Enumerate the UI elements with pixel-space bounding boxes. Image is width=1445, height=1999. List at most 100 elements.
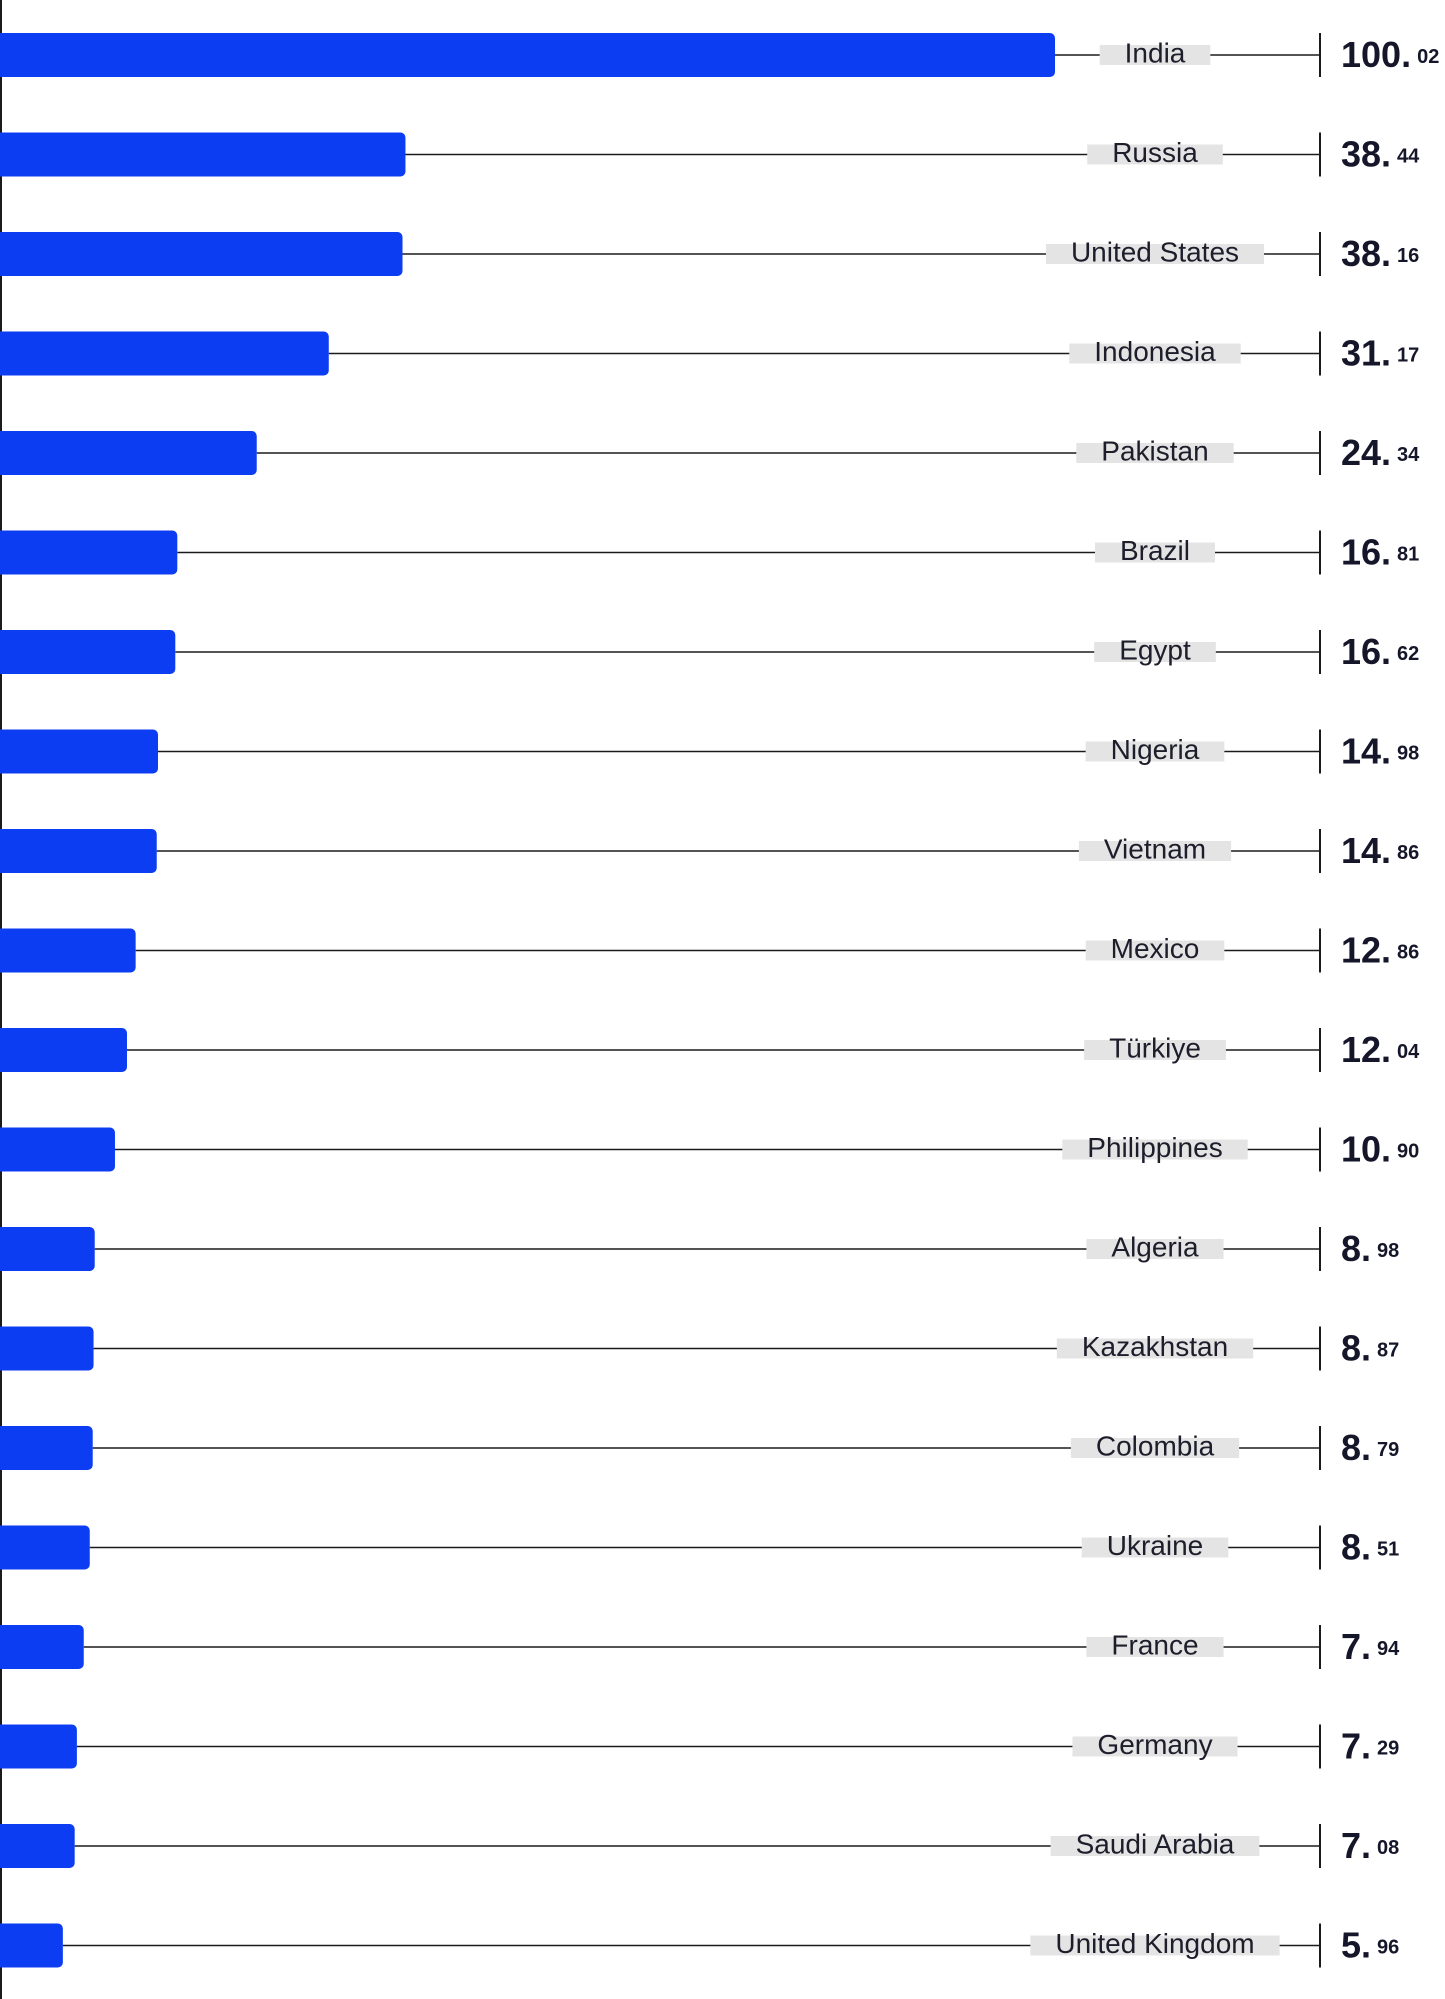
value-label-integer: 38.	[1341, 233, 1391, 274]
value-label-integer: 100.	[1341, 34, 1411, 75]
country-label: Ukraine	[1107, 1530, 1203, 1561]
country-label: Indonesia	[1094, 336, 1216, 367]
value-label-integer: 16.	[1341, 631, 1391, 672]
value-label: 8. 79	[1341, 1427, 1399, 1468]
country-label-background	[1030, 1935, 1280, 1956]
country-label: Türkiye	[1109, 1032, 1201, 1063]
country-label: Saudi Arabia	[1076, 1828, 1235, 1859]
value-label: 12. 04	[1341, 1029, 1420, 1070]
country-label-background	[1086, 1239, 1224, 1259]
value-label-decimal: 17	[1397, 345, 1419, 367]
value-label-integer: 7.	[1341, 1626, 1371, 1667]
bar	[0, 1724, 77, 1769]
bar	[0, 1923, 63, 1968]
value-label-integer: 12.	[1341, 930, 1391, 971]
country-label: Kazakhstan	[1082, 1331, 1228, 1362]
value-label-decimal: 34	[1397, 444, 1420, 466]
value-label: 14. 98	[1341, 731, 1419, 772]
value-label-decimal: 90	[1397, 1141, 1419, 1163]
value-label-integer: 14.	[1341, 731, 1391, 772]
country-label-background	[1085, 741, 1225, 762]
value-label-integer: 7.	[1341, 1825, 1371, 1866]
value-label-integer: 12.	[1341, 1029, 1391, 1070]
value-label: 38. 16	[1341, 233, 1419, 274]
value-label: 5. 96	[1341, 1925, 1399, 1966]
value-label-decimal: 98	[1377, 1240, 1399, 1262]
value-label: 38. 44	[1341, 134, 1420, 175]
country-label: Nigeria	[1111, 734, 1200, 765]
value-label-integer: 8.	[1341, 1527, 1371, 1568]
bar	[0, 1326, 94, 1371]
country-label: Brazil	[1120, 535, 1190, 566]
country-label-background	[1076, 443, 1234, 463]
value-label-integer: 5.	[1341, 1925, 1371, 1966]
bar	[0, 630, 176, 674]
bar	[0, 829, 157, 873]
value-label-decimal: 29	[1377, 1738, 1399, 1760]
bar	[0, 331, 329, 376]
country-label: Mexico	[1111, 933, 1200, 964]
country-label: Algeria	[1111, 1231, 1199, 1262]
country-label-background	[1087, 144, 1223, 165]
value-label: 12. 86	[1341, 930, 1419, 971]
value-label-integer: 38.	[1341, 134, 1391, 175]
value-label-decimal: 44	[1397, 146, 1420, 168]
value-label-decimal: 81	[1397, 544, 1419, 566]
value-label: 16. 81	[1341, 532, 1419, 573]
value-label-decimal: 02	[1417, 46, 1439, 68]
value-label-decimal: 96	[1377, 1937, 1399, 1959]
value-label-decimal: 86	[1397, 942, 1419, 964]
bar	[0, 928, 136, 973]
value-label-integer: 31.	[1341, 333, 1391, 374]
country-label: Russia	[1112, 137, 1198, 168]
country-label-background	[1056, 1338, 1254, 1359]
value-label-decimal: 98	[1397, 743, 1419, 765]
country-label: Germany	[1097, 1729, 1212, 1760]
country-label: Pakistan	[1101, 435, 1208, 466]
value-label: 10. 90	[1341, 1129, 1419, 1170]
country-label-background	[1086, 1637, 1224, 1657]
country-label-background	[1084, 1040, 1226, 1060]
bar	[0, 1824, 75, 1868]
bar	[0, 431, 257, 475]
value-label-decimal: 04	[1397, 1041, 1420, 1063]
bar	[0, 1127, 115, 1172]
value-label-decimal: 79	[1377, 1439, 1399, 1461]
value-label: 16. 62	[1341, 631, 1419, 672]
value-label-integer: 7.	[1341, 1726, 1371, 1767]
country-label-background	[1099, 45, 1211, 65]
value-label-integer: 8.	[1341, 1427, 1371, 1468]
bar	[0, 232, 403, 276]
bar	[0, 1625, 84, 1669]
value-label: 14. 86	[1341, 830, 1419, 871]
bar	[0, 1028, 127, 1072]
bar	[0, 1227, 95, 1271]
value-label-decimal: 62	[1397, 643, 1419, 665]
value-label-integer: 8.	[1341, 1228, 1371, 1269]
value-label: 7. 29	[1341, 1726, 1399, 1767]
country-label: India	[1125, 37, 1186, 68]
value-label: 100. 02	[1341, 34, 1439, 75]
value-label-integer: 14.	[1341, 830, 1391, 871]
bar	[0, 1426, 93, 1470]
country-label-background	[1045, 244, 1265, 264]
country-label: Egypt	[1119, 634, 1191, 665]
value-label-integer: 24.	[1341, 432, 1391, 473]
value-label-integer: 8.	[1341, 1328, 1371, 1369]
value-label-integer: 10.	[1341, 1129, 1391, 1170]
value-label-decimal: 08	[1377, 1837, 1399, 1859]
country-label-background	[1062, 1139, 1248, 1160]
value-label: 7. 94	[1341, 1626, 1400, 1667]
country-label-background	[1094, 642, 1216, 662]
country-label-background	[1081, 1537, 1229, 1558]
bar	[0, 729, 159, 774]
country-label-background	[1070, 1438, 1240, 1458]
bar	[0, 132, 406, 177]
value-label: 8. 98	[1341, 1228, 1399, 1269]
country-label-background	[1094, 542, 1216, 563]
value-label: 8. 51	[1341, 1527, 1399, 1568]
value-label-decimal: 94	[1377, 1638, 1400, 1660]
country-label-background	[1085, 940, 1225, 961]
